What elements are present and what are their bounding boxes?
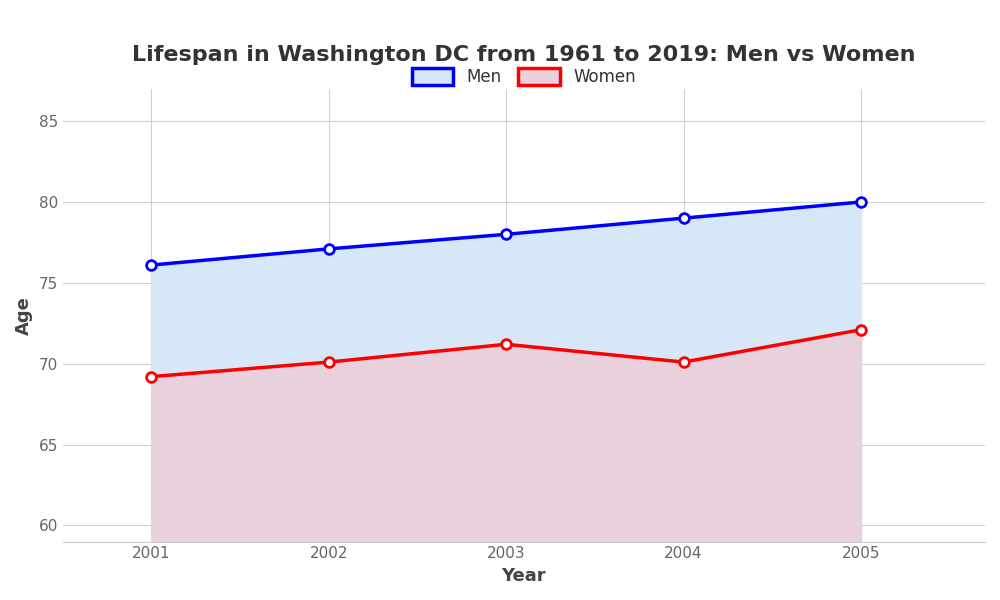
Legend: Men, Women: Men, Women bbox=[405, 61, 643, 92]
X-axis label: Year: Year bbox=[502, 567, 546, 585]
Y-axis label: Age: Age bbox=[15, 296, 33, 335]
Title: Lifespan in Washington DC from 1961 to 2019: Men vs Women: Lifespan in Washington DC from 1961 to 2… bbox=[132, 45, 916, 65]
